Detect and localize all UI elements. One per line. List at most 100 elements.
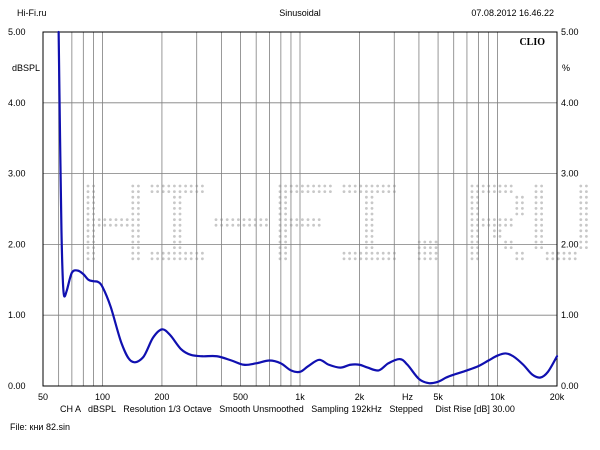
watermark-dot bbox=[323, 184, 327, 188]
y-tick-label-left: 4.00 bbox=[8, 98, 26, 108]
watermark-dot bbox=[493, 229, 496, 233]
watermark-dot bbox=[579, 229, 583, 233]
watermark-dot bbox=[493, 235, 496, 238]
watermark-dot bbox=[370, 190, 374, 194]
watermark-dot bbox=[86, 257, 90, 261]
y-tick-label-left: 1.00 bbox=[8, 310, 26, 320]
watermark-dot bbox=[540, 218, 543, 222]
watermark-dot bbox=[225, 223, 229, 227]
watermark-dot bbox=[423, 251, 427, 255]
watermark-dot bbox=[284, 212, 287, 216]
watermark-dot bbox=[540, 246, 543, 250]
watermark-dot bbox=[242, 218, 246, 222]
watermark-dot bbox=[301, 223, 304, 227]
watermark-dot bbox=[470, 184, 474, 188]
watermark-dot bbox=[284, 184, 287, 188]
right-unit-label: % bbox=[562, 63, 570, 73]
watermark-dot bbox=[551, 257, 555, 261]
watermark-dot bbox=[86, 184, 90, 188]
series-line bbox=[57, 30, 559, 385]
watermark-dot bbox=[103, 218, 107, 222]
watermark-dot bbox=[184, 251, 188, 255]
watermark-dot bbox=[284, 235, 287, 238]
watermark-dot bbox=[509, 184, 513, 188]
watermark-dot bbox=[515, 251, 519, 255]
y-tick-label-right: 4.00 bbox=[561, 98, 579, 108]
watermark-dot bbox=[109, 223, 112, 227]
watermark-dot bbox=[353, 251, 357, 255]
watermark-dot bbox=[434, 251, 438, 255]
watermark-dot bbox=[284, 251, 287, 255]
watermark-dot bbox=[173, 240, 176, 244]
watermark-dot bbox=[167, 251, 171, 255]
watermark-dot bbox=[173, 190, 176, 194]
watermark-dot bbox=[481, 184, 485, 188]
watermark-dot bbox=[131, 229, 135, 233]
watermark-dot bbox=[387, 184, 391, 188]
watermark-dot bbox=[137, 190, 140, 194]
watermark-dot bbox=[521, 212, 524, 216]
x-tick-label: 50 bbox=[38, 392, 48, 402]
watermark-dot bbox=[498, 190, 502, 194]
watermark-dot bbox=[387, 251, 391, 255]
watermark-dot bbox=[284, 190, 287, 194]
watermark-dot bbox=[120, 218, 123, 222]
watermark-dot bbox=[161, 190, 165, 194]
watermark-dot bbox=[329, 184, 332, 188]
watermark-dot bbox=[381, 257, 385, 261]
watermark-dot bbox=[365, 184, 368, 188]
watermark-dot bbox=[573, 257, 577, 261]
watermark-dot bbox=[470, 235, 474, 238]
watermark-dot bbox=[562, 251, 566, 255]
watermark-dot bbox=[534, 184, 538, 188]
watermark-dot bbox=[381, 251, 385, 255]
watermark-dot bbox=[184, 184, 188, 188]
watermark-dot bbox=[470, 207, 474, 210]
watermark-dot bbox=[137, 195, 140, 199]
watermark-dot bbox=[365, 246, 368, 250]
watermark-dot bbox=[173, 201, 176, 205]
watermark-dot bbox=[387, 257, 391, 261]
watermark-dot bbox=[540, 195, 543, 199]
watermark-dot bbox=[103, 223, 107, 227]
watermark-dot bbox=[86, 251, 90, 255]
watermark-dot bbox=[470, 223, 474, 227]
watermark-dot bbox=[585, 207, 588, 210]
watermark-dot bbox=[509, 218, 513, 222]
watermark-dot bbox=[470, 257, 474, 261]
watermark-dot bbox=[515, 207, 519, 210]
watermark-dot bbox=[178, 223, 182, 227]
watermark-dot bbox=[557, 251, 560, 255]
watermark-dot bbox=[359, 184, 363, 188]
watermark-dot bbox=[231, 218, 235, 222]
y-tick-label-left: 0.00 bbox=[8, 381, 26, 391]
watermark-dot bbox=[470, 240, 474, 244]
watermark-dot bbox=[504, 184, 507, 188]
watermark-dot bbox=[579, 212, 583, 216]
watermark-dot bbox=[551, 251, 555, 255]
watermark-dot bbox=[189, 184, 193, 188]
watermark-dot bbox=[173, 218, 176, 222]
watermark-dot bbox=[365, 235, 368, 238]
watermark-dot bbox=[161, 257, 165, 261]
watermark-dot bbox=[585, 235, 588, 238]
watermark-dot bbox=[137, 240, 140, 244]
watermark-dot bbox=[470, 212, 474, 216]
watermark-dot bbox=[504, 223, 507, 227]
header-timestamp: 07.08.2012 16.46.22 bbox=[471, 8, 554, 18]
grid-lines bbox=[43, 32, 557, 386]
watermark-dot bbox=[585, 246, 588, 250]
watermark-dot bbox=[173, 184, 176, 188]
watermark-dot bbox=[173, 223, 176, 227]
watermark-dot bbox=[579, 195, 583, 199]
watermark-dot bbox=[178, 235, 182, 238]
watermark-dot bbox=[86, 190, 90, 194]
watermark-dot bbox=[365, 257, 368, 261]
watermark-dot bbox=[317, 184, 321, 188]
watermark-dot bbox=[585, 190, 588, 194]
plot-frame bbox=[42, 31, 558, 387]
watermark-dot bbox=[86, 240, 90, 244]
watermark-dot bbox=[370, 212, 374, 216]
watermark-dot bbox=[573, 251, 577, 255]
watermark-dot bbox=[504, 246, 507, 250]
